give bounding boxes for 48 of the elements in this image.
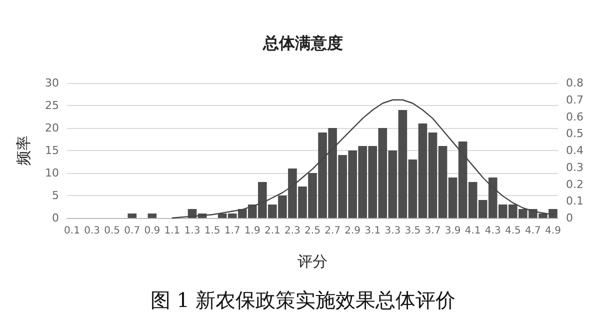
- x-tick-label: 2.3: [284, 226, 300, 236]
- y-tick-label: 25: [45, 99, 59, 112]
- x-tick-label: 3.1: [364, 226, 381, 236]
- caption: 图 1 新农保政策实施效果总体评价: [150, 288, 456, 312]
- x-axis-title: 评分: [298, 252, 328, 270]
- x-tick-label: 2.5: [304, 226, 320, 236]
- y2-tick-label: 0.8: [566, 76, 584, 90]
- x-tick-label: 4.7: [524, 226, 541, 236]
- bar: [148, 214, 157, 218]
- x-tick-label: 0.9: [144, 226, 160, 236]
- x-tick-label: 3.5: [404, 226, 421, 236]
- y2-tick-label: 0.5: [566, 127, 584, 140]
- x-tick-label: 0.5: [104, 226, 120, 236]
- x-tick-label: 1.5: [204, 226, 220, 236]
- x-tick-label: 4.5: [504, 226, 521, 236]
- x-tick-label: 1.3: [184, 226, 200, 236]
- y2-tick-label: 0.2: [566, 178, 584, 191]
- line-series: [172, 99, 554, 219]
- y2-tick-label: 0.7: [566, 93, 584, 106]
- chart-title: 总体满意度: [262, 34, 343, 52]
- y-tick-label: 20: [45, 122, 59, 134]
- x-tick-label: 0.3: [84, 226, 100, 236]
- y2-tick-label: 0.6: [566, 110, 584, 124]
- x-tick-label: 2.7: [324, 226, 340, 236]
- y2-tick-label: 0: [566, 212, 573, 224]
- x-tick-label: 1.9: [244, 226, 260, 236]
- y-axis-title: 频率: [14, 136, 32, 166]
- x-tick-label: 0.7: [124, 226, 140, 236]
- x-tick-label: 4.1: [464, 226, 481, 236]
- y2-tick-label: 0.1: [566, 194, 584, 208]
- y-tick-label: 0: [52, 212, 59, 224]
- x-tick-label: 1.7: [224, 226, 240, 236]
- x-tick-label: 1.1: [164, 226, 180, 236]
- bar: [128, 214, 137, 218]
- x-tick-label: 3.3: [384, 226, 401, 236]
- x-tick-label: 2.1: [264, 226, 280, 236]
- y-tick-label: 10: [45, 166, 59, 180]
- y-tick-label: 30: [45, 76, 59, 90]
- y-tick-label: 15: [45, 144, 59, 157]
- y-tick-label: 5: [52, 189, 59, 202]
- y2-tick-label: 0.4: [566, 144, 584, 157]
- x-tick-label: 0.1: [64, 226, 80, 236]
- x-tick-label: 4.3: [484, 226, 501, 236]
- x-tick-label: 4.9: [545, 226, 561, 236]
- x-tick-label: 3.9: [444, 226, 461, 236]
- y2-tick-label: 0.3: [566, 160, 584, 174]
- x-tick-label: 2.9: [344, 226, 361, 236]
- x-tick-label: 3.7: [424, 226, 441, 236]
